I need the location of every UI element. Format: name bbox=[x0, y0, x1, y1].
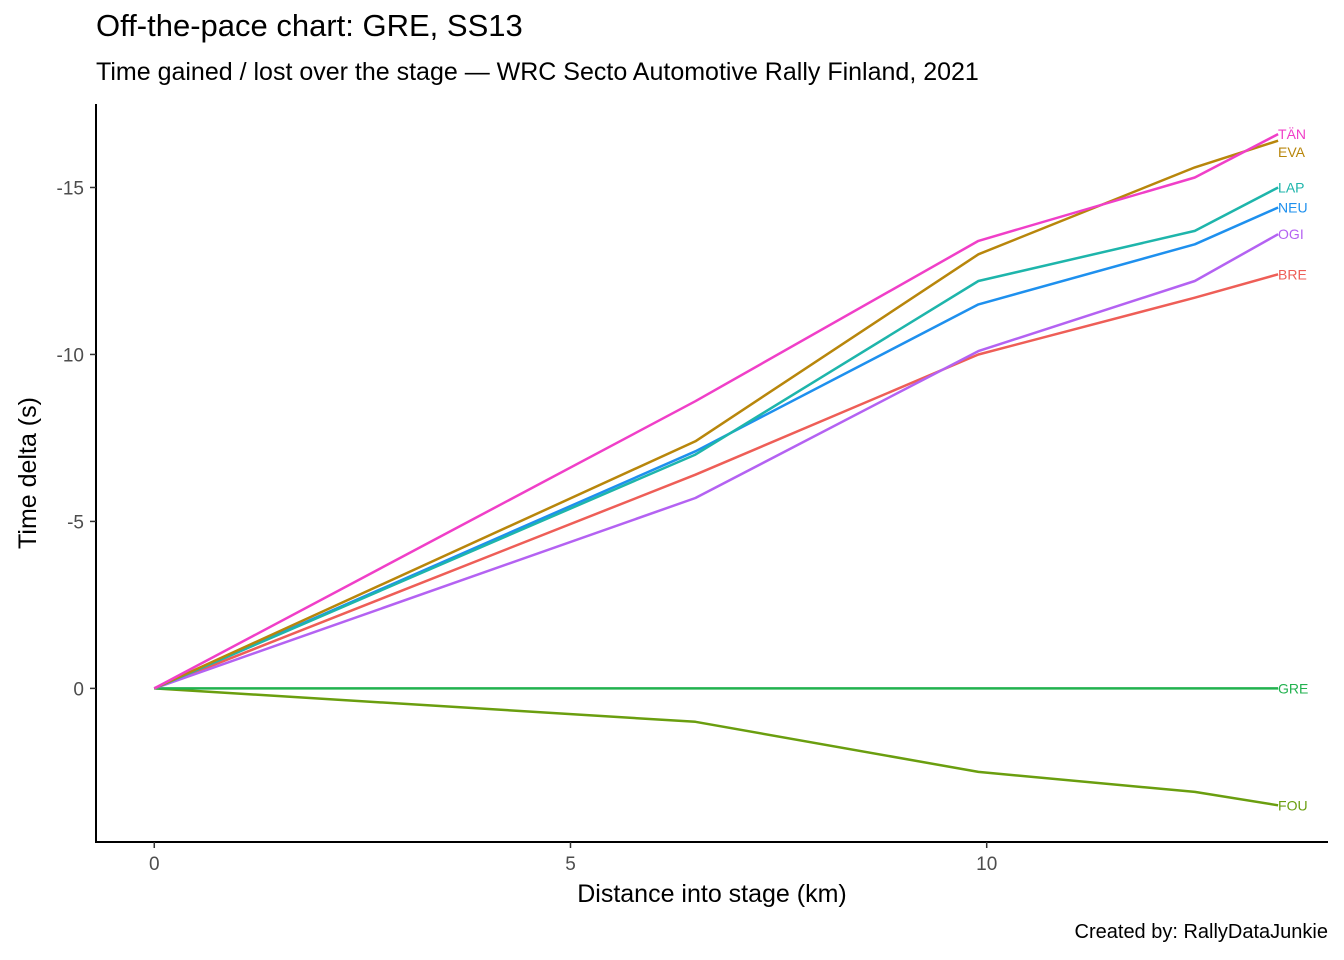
chart-caption: Created by: RallyDataJunkie bbox=[1074, 921, 1328, 943]
axes-layer bbox=[95, 104, 1328, 843]
y-tick-label: -5 bbox=[67, 512, 84, 533]
series-label-ogi: OGI bbox=[1278, 226, 1304, 242]
series-label-bre: BRE bbox=[1278, 266, 1307, 282]
series-line-fou bbox=[154, 687, 1279, 807]
y-tick-label: -15 bbox=[57, 178, 84, 199]
x-axis-title: Distance into stage (km) bbox=[577, 880, 847, 908]
y-tick-label: -10 bbox=[57, 345, 84, 366]
label-layer: TÄN EVA LAP NEU OGI BRE GRE FOU bbox=[1278, 126, 1308, 813]
series-label-eva: EVA bbox=[1278, 144, 1306, 160]
series-label-tän: TÄN bbox=[1278, 126, 1306, 142]
series-line-lap bbox=[153, 186, 1279, 690]
series-line-ogi bbox=[153, 233, 1279, 690]
series-label-lap: LAP bbox=[1278, 179, 1304, 195]
series-layer bbox=[153, 132, 1279, 807]
chart-title: Off-the-pace chart: GRE, SS13 bbox=[96, 8, 523, 43]
series-label-gre: GRE bbox=[1278, 680, 1308, 696]
x-tick-label: 0 bbox=[149, 854, 160, 875]
x-tick-label: 5 bbox=[565, 854, 576, 875]
series-line-tän bbox=[153, 132, 1279, 690]
tick-layer: 0 5 10 -15 -10 -5 0 bbox=[57, 178, 998, 875]
series-label-fou: FOU bbox=[1278, 797, 1308, 813]
series-line-bre bbox=[153, 273, 1279, 690]
series-line-neu bbox=[153, 206, 1279, 690]
x-tick-label: 10 bbox=[976, 854, 997, 875]
y-axis-title: Time delta (s) bbox=[14, 397, 42, 549]
series-line-eva bbox=[153, 139, 1279, 690]
y-tick-label: 0 bbox=[73, 679, 84, 700]
series-label-neu: NEU bbox=[1278, 200, 1308, 216]
chart-subtitle: Time gained / lost over the stage — WRC … bbox=[96, 58, 979, 86]
